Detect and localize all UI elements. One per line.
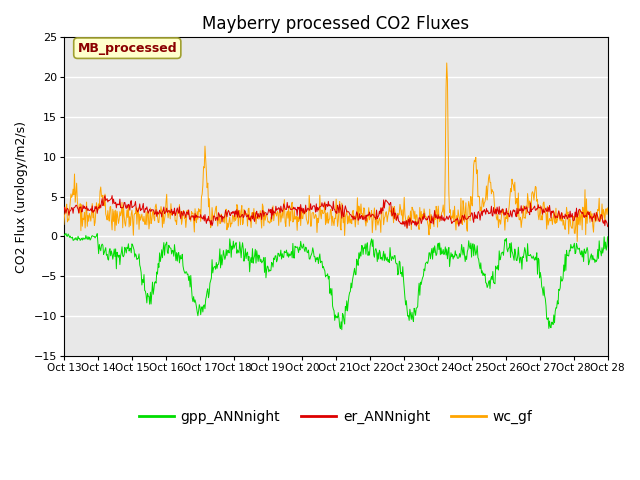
Legend: gpp_ANNnight, er_ANNnight, wc_gf: gpp_ANNnight, er_ANNnight, wc_gf xyxy=(134,404,538,430)
Y-axis label: CO2 Flux (urology/m2/s): CO2 Flux (urology/m2/s) xyxy=(15,120,28,273)
Title: Mayberry processed CO2 Fluxes: Mayberry processed CO2 Fluxes xyxy=(202,15,469,33)
Text: MB_processed: MB_processed xyxy=(77,42,177,55)
